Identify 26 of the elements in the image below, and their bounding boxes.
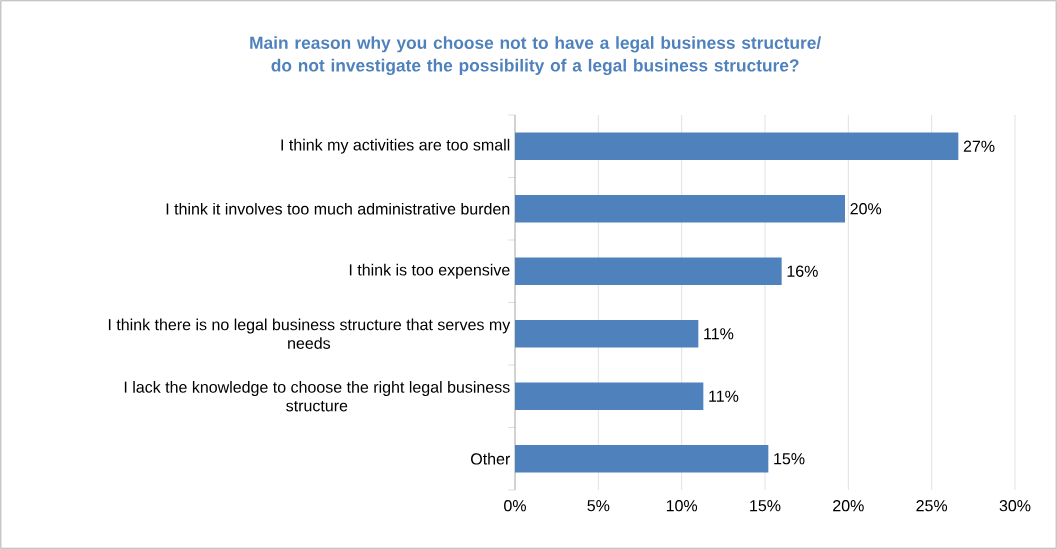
data-label: 20%	[850, 203, 882, 215]
bar	[515, 320, 699, 348]
bar	[515, 444, 769, 473]
x-tick-label: 15%	[750, 500, 781, 512]
data-label: 11%	[709, 390, 739, 402]
x-tick-label: 30%	[999, 500, 1031, 512]
x-tick-label: 0%	[504, 500, 526, 512]
data-label: 27%	[963, 140, 995, 152]
data-label: 11%	[704, 328, 734, 340]
x-tick-label: 20%	[833, 500, 864, 512]
y-tick-label: I think my activities are too small	[281, 138, 510, 154]
x-tick-label: 10%	[666, 500, 698, 512]
y-tick-label: I think is too expensive	[349, 263, 510, 279]
bar	[515, 257, 782, 285]
data-label: 15%	[774, 453, 805, 465]
x-tick-label: 25%	[916, 500, 948, 512]
bar	[515, 132, 959, 160]
y-tick-label: I lack the knowledge to choose the right legal business structure	[124, 381, 510, 412]
bar	[515, 382, 704, 410]
y-tick-label: I think it involves too much administrative burden	[166, 202, 510, 215]
data-label: 16%	[787, 265, 818, 277]
y-tick-label: I think there is no legal business structure that serves my needs	[108, 318, 511, 349]
chart-title: Main reason why you choose not to have a legal business structure/ do not investigate the possibility of a legal business structure?	[250, 36, 822, 76]
bar	[515, 194, 845, 223]
x-tick-label: 5%	[587, 500, 610, 512]
y-tick-label: Other	[471, 452, 511, 465]
